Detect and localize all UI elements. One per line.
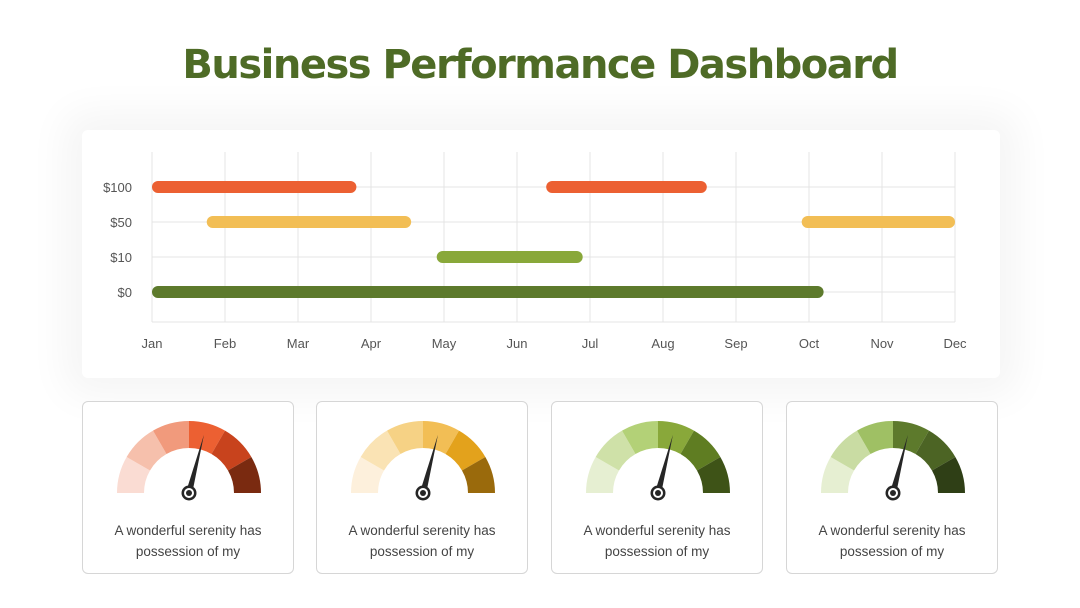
x-tick-label: Sep [724,336,747,351]
gauge-segment [126,430,167,471]
gauge-segment [931,457,965,493]
gauge-segment [360,430,401,471]
gauge-hub-center [890,490,896,496]
gauge-3 [586,421,730,501]
gauge-caption-line2: possession of my [604,544,710,559]
gauge-segment [351,457,385,493]
gauge-segment [658,421,694,455]
gauge-caption-3: A wonderful serenity has possession of m… [562,520,752,562]
gauge-segment [915,430,956,471]
gauge-segment [117,457,151,493]
page-title: Business Performance Dashboard [182,42,899,88]
x-tick-label: Oct [799,336,820,351]
gauge-segment [211,430,252,471]
y-tick-label: $50 [110,215,132,230]
gauge-caption-line1: A wonderful serenity has [818,523,966,538]
x-tick-label: Nov [870,336,894,351]
gauge-caption-line2: possession of my [839,544,945,559]
gauge-segment [821,457,855,493]
gauge-segment [622,421,658,455]
gauge-needle [654,434,673,494]
gauge-segment [153,421,189,455]
gauge-segment [680,430,721,471]
x-tick-label: Dec [943,336,967,351]
gauge-segment [586,457,620,493]
x-tick-label: Jul [582,336,599,351]
gauge-card-3: A wonderful serenity has possession of m… [551,401,763,574]
x-tick-label: May [432,336,457,351]
gauge-segment [445,430,486,471]
y-tick-label: $100 [103,180,132,195]
gauge-caption-line2: possession of my [135,544,241,559]
y-tick-label: $0 [118,285,132,300]
x-tick-label: Apr [361,336,382,351]
gauge-segment [893,421,929,455]
gauge-segment [696,457,730,493]
gauge-card-2: A wonderful serenity has possession of m… [316,401,528,574]
gauge-caption-line1: A wonderful serenity has [348,523,496,538]
gauge-segment [830,430,871,471]
gauge-card-1: A wonderful serenity has possession of m… [82,401,294,574]
gauge-segment [857,421,893,455]
x-tick-label: Feb [214,336,236,351]
x-tick-label: Jun [507,336,528,351]
gauge-4 [821,421,965,501]
gauge-caption-1: A wonderful serenity has possession of m… [93,520,283,562]
x-tick-label: Aug [651,336,674,351]
gauge-segment [423,421,459,455]
gauge-card-4: A wonderful serenity has possession of m… [786,401,998,574]
gauge-2 [351,421,495,501]
y-tick-label: $10 [110,250,132,265]
gantt-chart: $100 $50 $10 $0 Jan Feb Mar Apr May Jun Jul Aug Sep O… [103,152,967,351]
gauge-hub-center [420,490,426,496]
gantt-chart-card: $100 $50 $10 $0 Jan Feb Mar Apr May Jun Jul Aug Sep O… [82,130,1000,378]
gauge-segment [595,430,636,471]
gauge-needle [419,434,438,494]
gauge-1 [117,421,261,501]
gauge-segment [387,421,423,455]
gauge-hub-center [186,490,192,496]
gauge-segment [461,457,495,493]
gauge-caption-line1: A wonderful serenity has [583,523,731,538]
gauge-segment [189,421,225,455]
gauge-needle [889,434,908,494]
x-tick-label: Mar [287,336,310,351]
gauge-caption-line1: A wonderful serenity has [114,523,262,538]
gauge-caption-2: A wonderful serenity has possession of m… [327,520,517,562]
gauge-hub-center [655,490,661,496]
gauge-caption-line2: possession of my [369,544,475,559]
gauge-caption-4: A wonderful serenity has possession of m… [797,520,987,562]
x-tick-label: Jan [142,336,163,351]
gauge-segment [227,457,261,493]
gauge-needle [185,434,204,494]
